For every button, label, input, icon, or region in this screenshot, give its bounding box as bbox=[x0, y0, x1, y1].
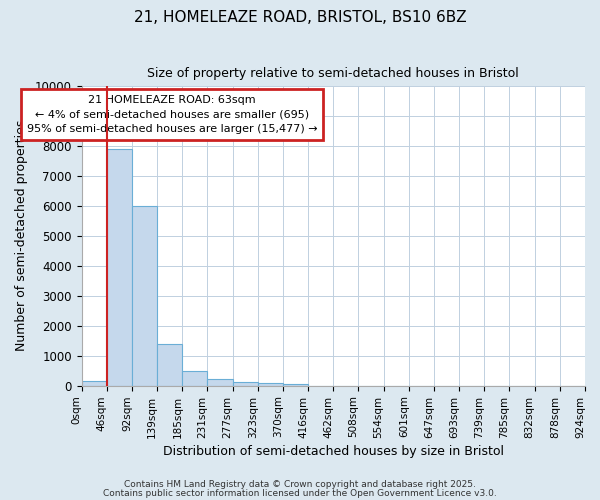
Bar bbox=[258, 383, 283, 386]
Text: Contains HM Land Registry data © Crown copyright and database right 2025.: Contains HM Land Registry data © Crown c… bbox=[124, 480, 476, 489]
Text: Contains public sector information licensed under the Open Government Licence v3: Contains public sector information licen… bbox=[103, 488, 497, 498]
Bar bbox=[233, 382, 258, 386]
Text: 21 HOMELEAZE ROAD: 63sqm
← 4% of semi-detached houses are smaller (695)
95% of s: 21 HOMELEAZE ROAD: 63sqm ← 4% of semi-de… bbox=[27, 95, 317, 134]
X-axis label: Distribution of semi-detached houses by size in Bristol: Distribution of semi-detached houses by … bbox=[163, 444, 504, 458]
Text: 21, HOMELEAZE ROAD, BRISTOL, BS10 6BZ: 21, HOMELEAZE ROAD, BRISTOL, BS10 6BZ bbox=[134, 10, 466, 25]
Bar bbox=[132, 206, 157, 386]
Title: Size of property relative to semi-detached houses in Bristol: Size of property relative to semi-detach… bbox=[148, 68, 519, 80]
Bar bbox=[107, 149, 132, 386]
Y-axis label: Number of semi-detached properties: Number of semi-detached properties bbox=[15, 120, 28, 352]
Bar bbox=[182, 370, 208, 386]
Bar bbox=[283, 384, 308, 386]
Bar bbox=[157, 344, 182, 386]
Bar bbox=[82, 381, 107, 386]
Bar bbox=[208, 379, 233, 386]
